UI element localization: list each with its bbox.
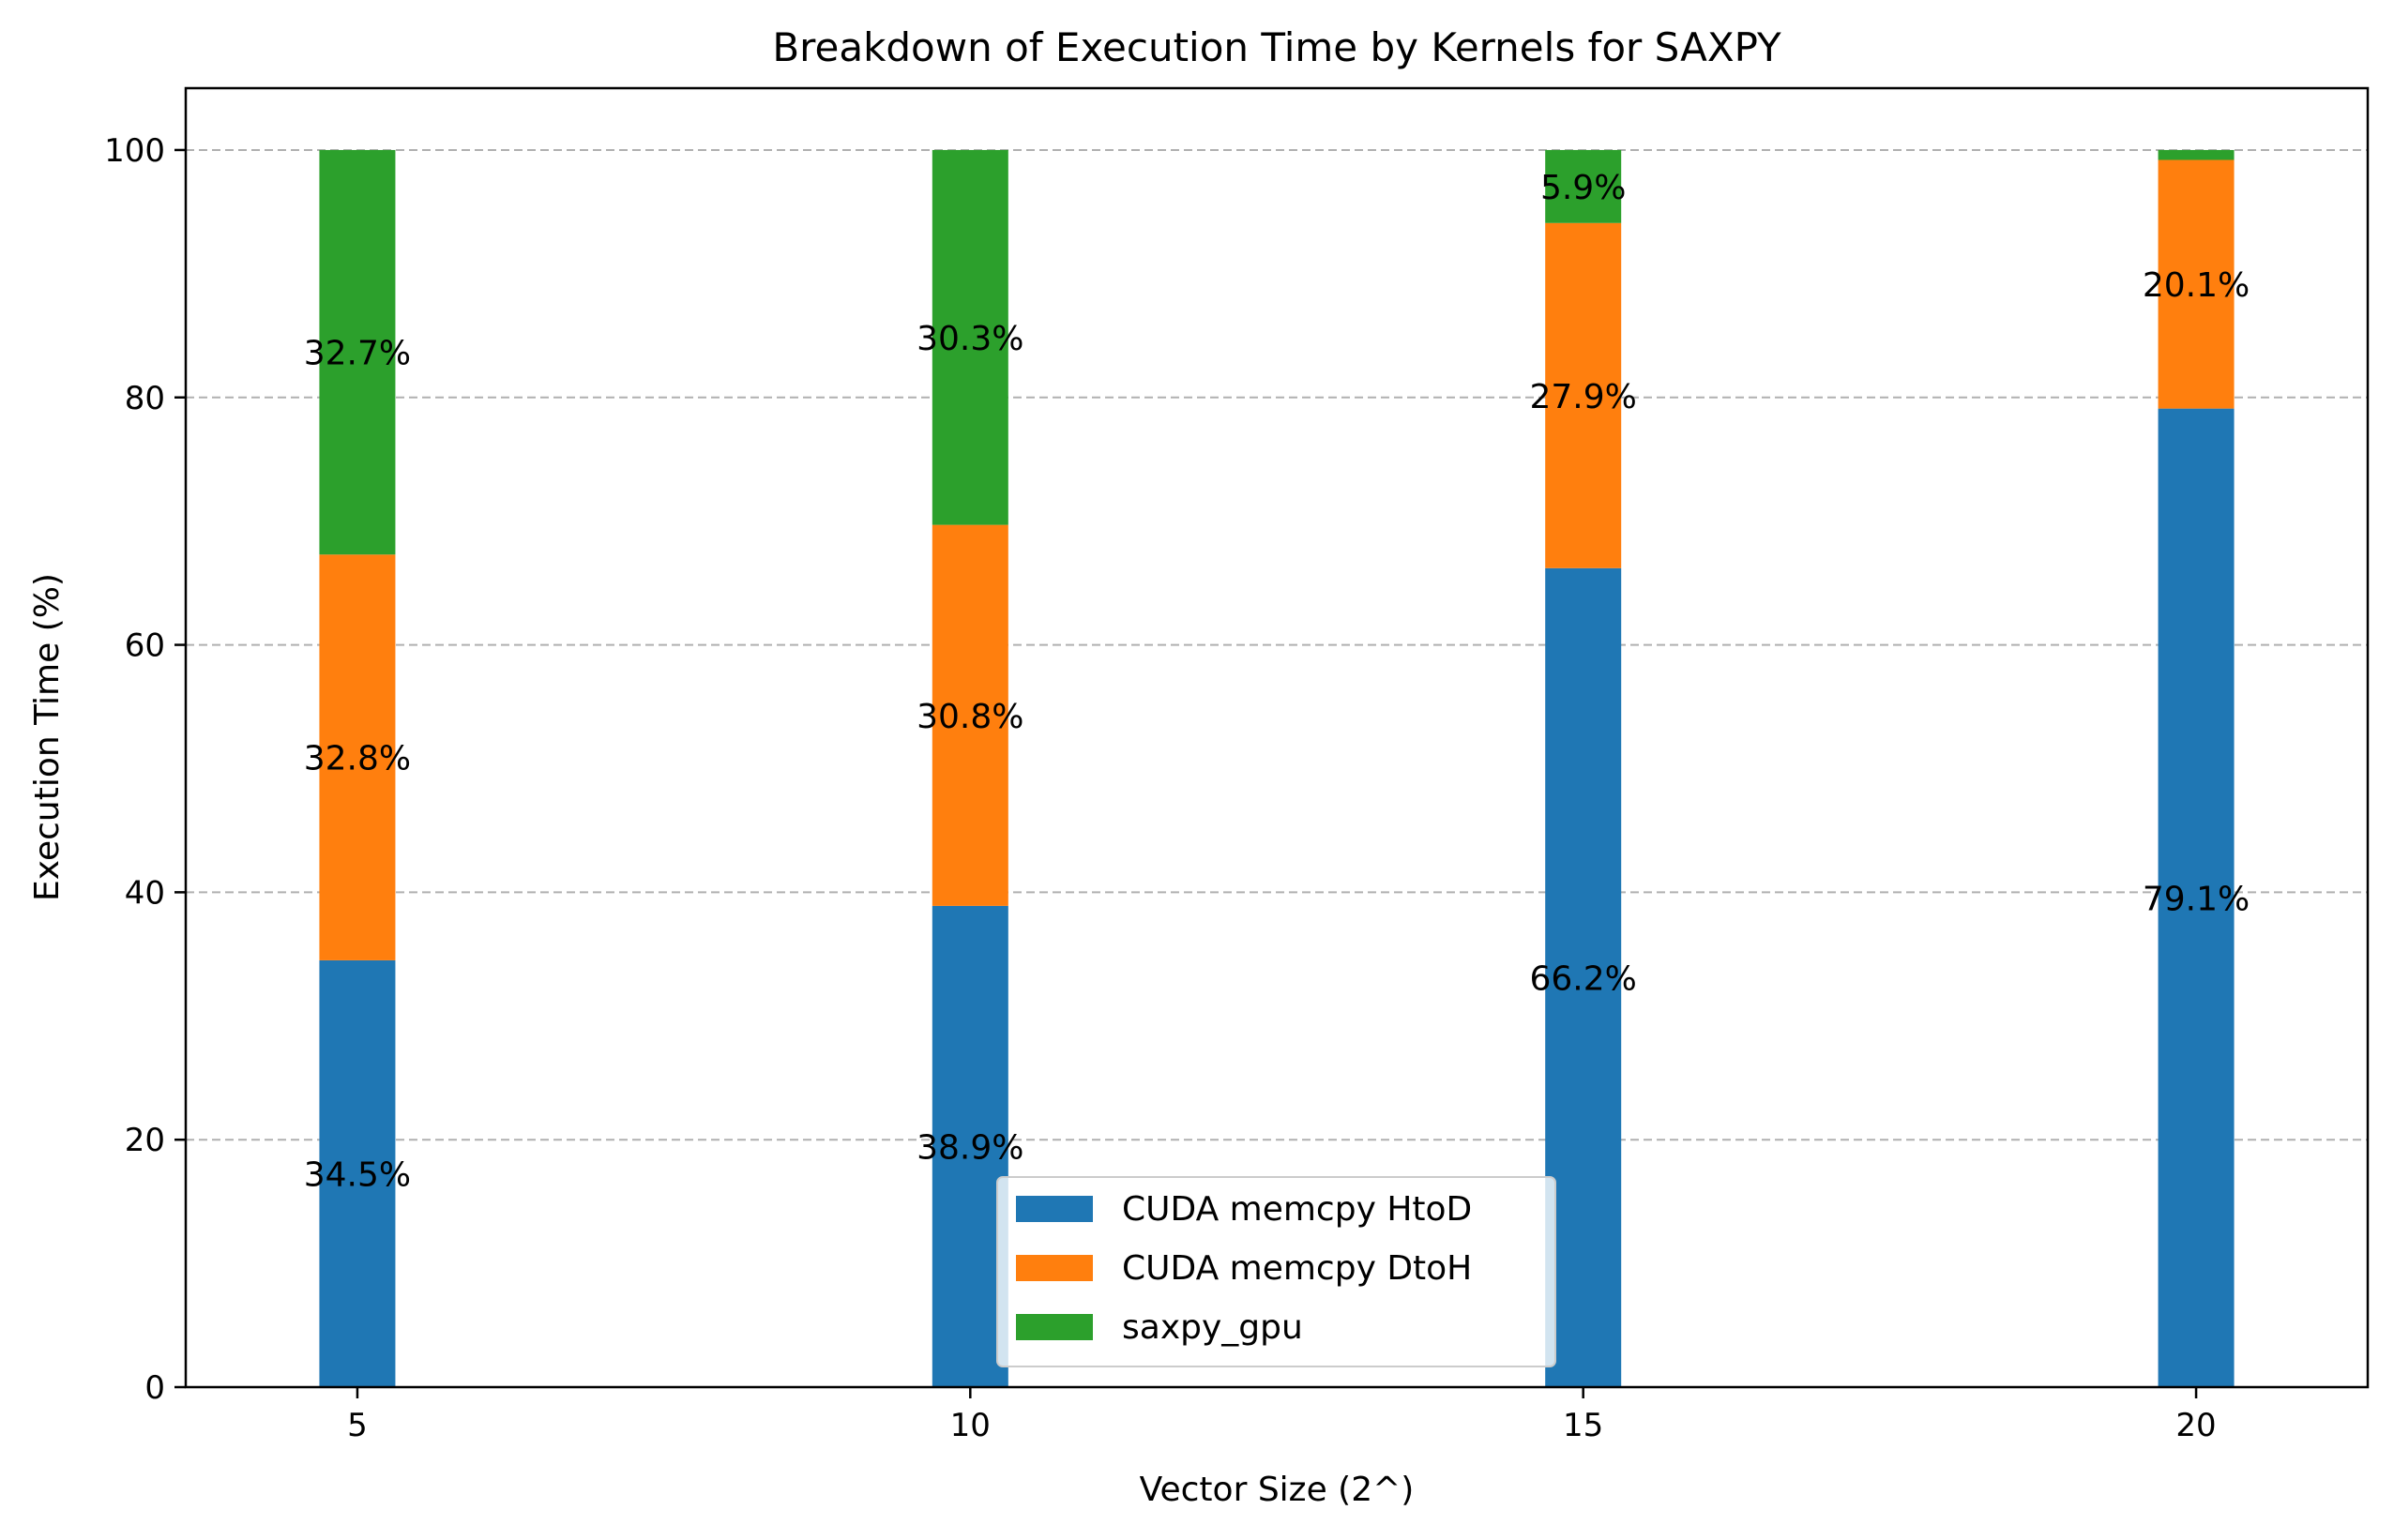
y-axis-label: Execution Time (%) [28,573,67,901]
x-tick-label: 10 [950,1407,991,1444]
bar-segment [1545,222,1622,568]
y-tick-label: 40 [125,874,165,912]
data-labels: 34.5% 32.8% 32.7% 38.9% 30.8% 30.3% 66.2% 27.9%… [304,169,2250,1195]
bar-segment [319,149,396,555]
y-tick-label: 60 [125,627,165,665]
bar-segment [1545,149,1622,223]
data-label: 30.3% [917,320,1023,358]
data-label: 5.9% [1540,169,1626,207]
data-label: 30.8% [917,698,1023,736]
bar-segment [1545,567,1622,1387]
data-label: 32.8% [304,740,411,778]
x-tick-label: 5 [347,1407,368,1444]
data-label: 38.9% [917,1128,1023,1167]
bar-segment [932,149,1008,525]
bar-segment [319,959,396,1387]
x-tick-label: 15 [1563,1407,1603,1444]
bar-segment [2158,408,2235,1388]
bars [319,149,2235,1388]
axes: 0 20 40 60 80 100 5 10 15 20 [104,132,2217,1444]
x-axis-label: Vector Size (2^) [1140,1471,1415,1509]
x-tick-label: 20 [2175,1407,2216,1444]
legend-swatch [1016,1255,1093,1281]
bar-segment [319,554,396,960]
y-tick-label: 20 [125,1122,165,1159]
legend-label: saxpy_gpu [1122,1308,1303,1347]
data-label: 32.7% [304,335,411,373]
chart-title: Breakdown of Execution Time by Kernels f… [772,24,1781,70]
data-label: 79.1% [2143,880,2250,918]
legend-swatch [1016,1196,1093,1222]
bar-segment [2158,149,2235,160]
y-tick-label: 80 [125,380,165,417]
legend-label: CUDA memcpy HtoD [1122,1190,1472,1229]
data-label: 27.9% [1529,378,1636,416]
plot-frame [184,86,2370,1389]
legend-box [996,1176,1556,1367]
data-label: 34.5% [304,1155,411,1194]
bar-segment [932,905,1008,1387]
data-label: 66.2% [1529,959,1636,998]
y-tick-label: 100 [104,132,165,170]
bar-segment [932,524,1008,906]
bar-segment [2158,159,2235,409]
y-tick-label: 0 [144,1369,165,1407]
data-label: 20.1% [2143,266,2250,305]
legend: CUDA memcpy HtoD CUDA memcpy DtoH saxpy_gp… [996,1176,1556,1367]
legend-swatch [1016,1314,1093,1340]
legend-label: CUDA memcpy DtoH [1122,1249,1472,1288]
